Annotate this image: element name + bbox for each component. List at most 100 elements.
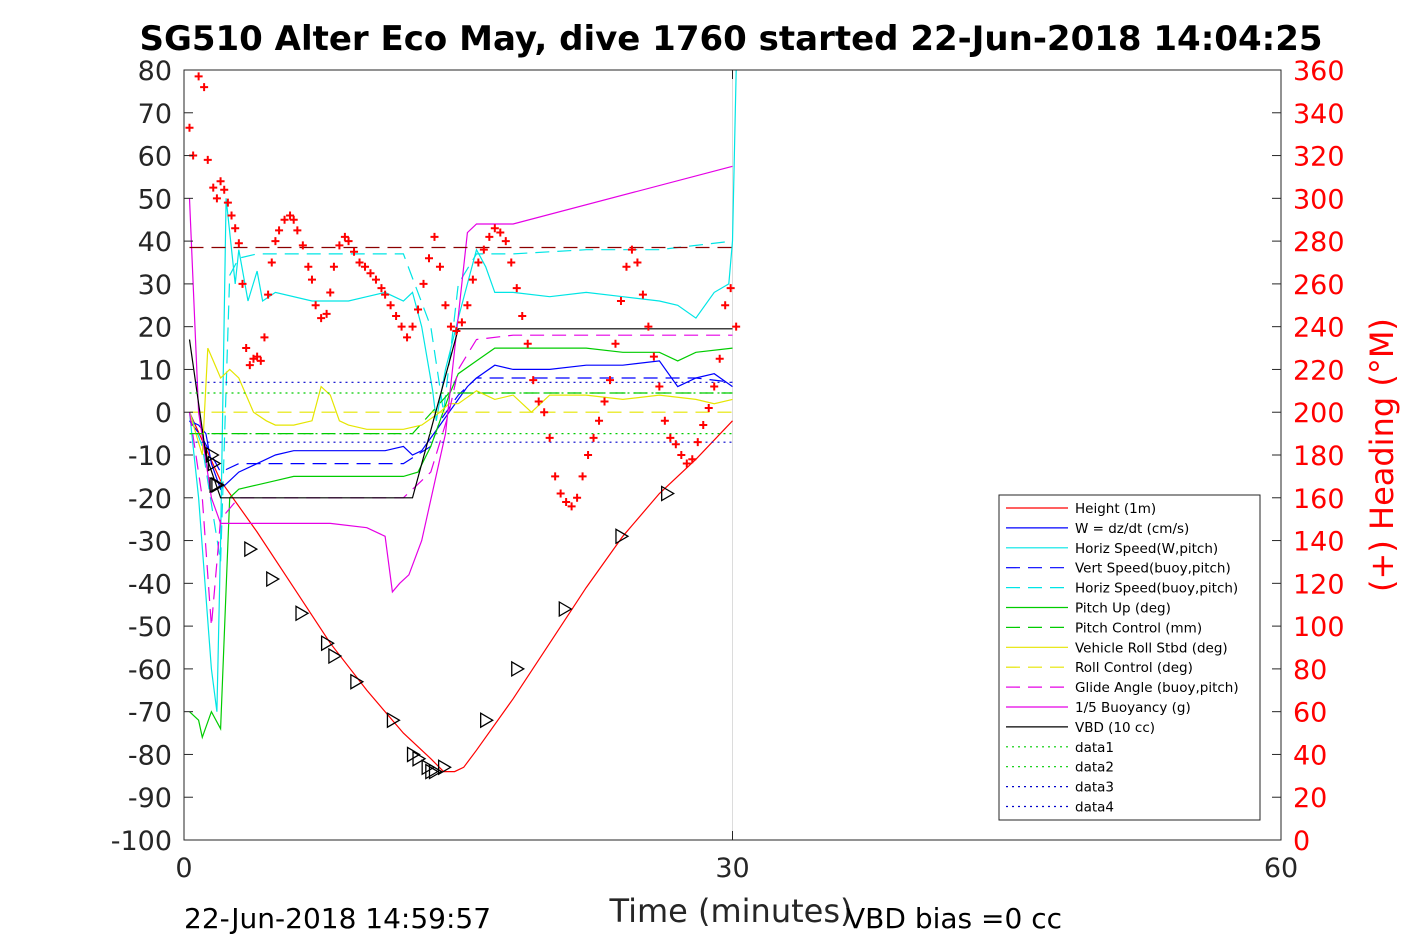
heading-point <box>216 177 225 186</box>
legend-label: data1 <box>1075 740 1114 756</box>
dive-marker <box>615 528 630 545</box>
heading-point <box>335 241 344 250</box>
heading-point <box>666 433 675 442</box>
heading-point <box>441 301 450 310</box>
heading-point <box>304 262 313 271</box>
y-right-tick-label: 0 <box>1293 826 1310 857</box>
heading-point <box>518 311 527 320</box>
heading-point <box>573 493 582 502</box>
y-left-tick-label: -30 <box>128 527 172 558</box>
y-right-tick-label: 140 <box>1293 527 1345 558</box>
heading-point <box>693 438 702 447</box>
heading-point <box>392 311 401 320</box>
heading-point <box>194 72 203 81</box>
heading-point <box>293 226 302 235</box>
dive-marker <box>209 476 224 494</box>
heading-point <box>271 237 280 246</box>
heading-point <box>485 232 494 241</box>
y-right-tick-label: 40 <box>1293 740 1327 771</box>
heading-point <box>435 262 444 271</box>
dive-marker <box>295 605 310 622</box>
heading-point <box>655 382 664 391</box>
heading-point <box>242 344 251 353</box>
y-right-tick-label: 20 <box>1293 783 1327 814</box>
y-right-tick-label: 60 <box>1293 698 1327 729</box>
dive-marker <box>350 673 365 690</box>
legend-label: data2 <box>1075 760 1114 776</box>
heading-point <box>715 354 724 363</box>
dive-marker <box>328 647 343 665</box>
heading-point <box>446 322 455 331</box>
heading-point <box>633 258 642 267</box>
heading-point <box>545 433 554 442</box>
heading-point <box>704 403 713 412</box>
legend-label: Glide Angle (buoy,pitch) <box>1075 680 1239 696</box>
y-left-tick-label: 20 <box>138 313 172 344</box>
heading-point <box>463 301 472 310</box>
heading-point <box>414 305 423 314</box>
series-line <box>188 334 733 627</box>
y-left-tick-label: -100 <box>111 826 172 857</box>
y-right-tick-label: 360 <box>1293 56 1345 87</box>
heading-point <box>606 376 615 385</box>
heading-point <box>649 352 658 361</box>
heading-point <box>185 123 194 132</box>
dive-marker <box>386 712 401 729</box>
y-right-tick-label: 280 <box>1293 227 1345 258</box>
y-right-tick-label: 220 <box>1293 355 1345 386</box>
legend-label: Pitch Up (deg) <box>1075 601 1171 617</box>
heading-point <box>474 258 483 267</box>
series-line <box>188 69 737 712</box>
heading-point <box>311 301 320 310</box>
y-left-tick-label: 60 <box>138 142 172 173</box>
y-right-tick-label: 240 <box>1293 313 1345 344</box>
heading-point <box>682 459 691 468</box>
heading-point <box>732 322 741 331</box>
legend-label: data3 <box>1075 780 1114 796</box>
x-tick-label: 30 <box>715 853 749 884</box>
heading-point <box>589 433 598 442</box>
y-left-tick-label: 50 <box>138 184 172 215</box>
y-left-tick-label: -70 <box>128 698 172 729</box>
heading-point <box>726 284 735 293</box>
y-left-tick-label: 30 <box>138 270 172 301</box>
y-right-tick-label: 160 <box>1293 484 1345 515</box>
heading-point <box>578 472 587 481</box>
heading-point <box>496 228 505 237</box>
y-right-tick-label: 120 <box>1293 569 1345 600</box>
series-line <box>189 360 733 491</box>
heading-point <box>644 322 653 331</box>
series-line <box>189 347 733 740</box>
y-left-tick-label: -10 <box>128 441 172 472</box>
chart-title: SG510 Alter Eco May, dive 1760 started 2… <box>139 19 1322 59</box>
heading-point <box>660 416 669 425</box>
heading-point <box>361 262 370 271</box>
heading-point <box>710 382 719 391</box>
dive-marker <box>661 485 675 502</box>
heading-point <box>397 322 406 331</box>
y-left-tick-label: 80 <box>138 56 172 87</box>
heading-point <box>371 275 380 284</box>
heading-point <box>501 237 510 246</box>
y-right-tick-label: 300 <box>1293 184 1345 215</box>
heading-point <box>424 254 433 263</box>
series-line <box>188 328 733 499</box>
y-right-tick-label: 340 <box>1293 99 1345 130</box>
heading-point <box>556 489 565 498</box>
heading-point <box>408 322 417 331</box>
legend-label: Height (1m) <box>1075 501 1156 517</box>
heading-point <box>452 326 461 335</box>
heading-point <box>507 258 516 267</box>
heading-point <box>386 301 395 310</box>
heading-point <box>627 245 636 254</box>
heading-point <box>377 284 386 293</box>
y-right-tick-label: 100 <box>1293 612 1345 643</box>
dive-marker <box>412 750 427 767</box>
heading-point <box>699 421 708 430</box>
x-tick-label: 0 <box>175 853 192 884</box>
series-line <box>188 411 733 773</box>
legend-label: Horiz Speed(buoy,pitch) <box>1075 581 1238 597</box>
y-left-tick-label: -60 <box>128 655 172 686</box>
heading-point <box>534 397 543 406</box>
y-left-tick-label: -20 <box>128 484 172 515</box>
